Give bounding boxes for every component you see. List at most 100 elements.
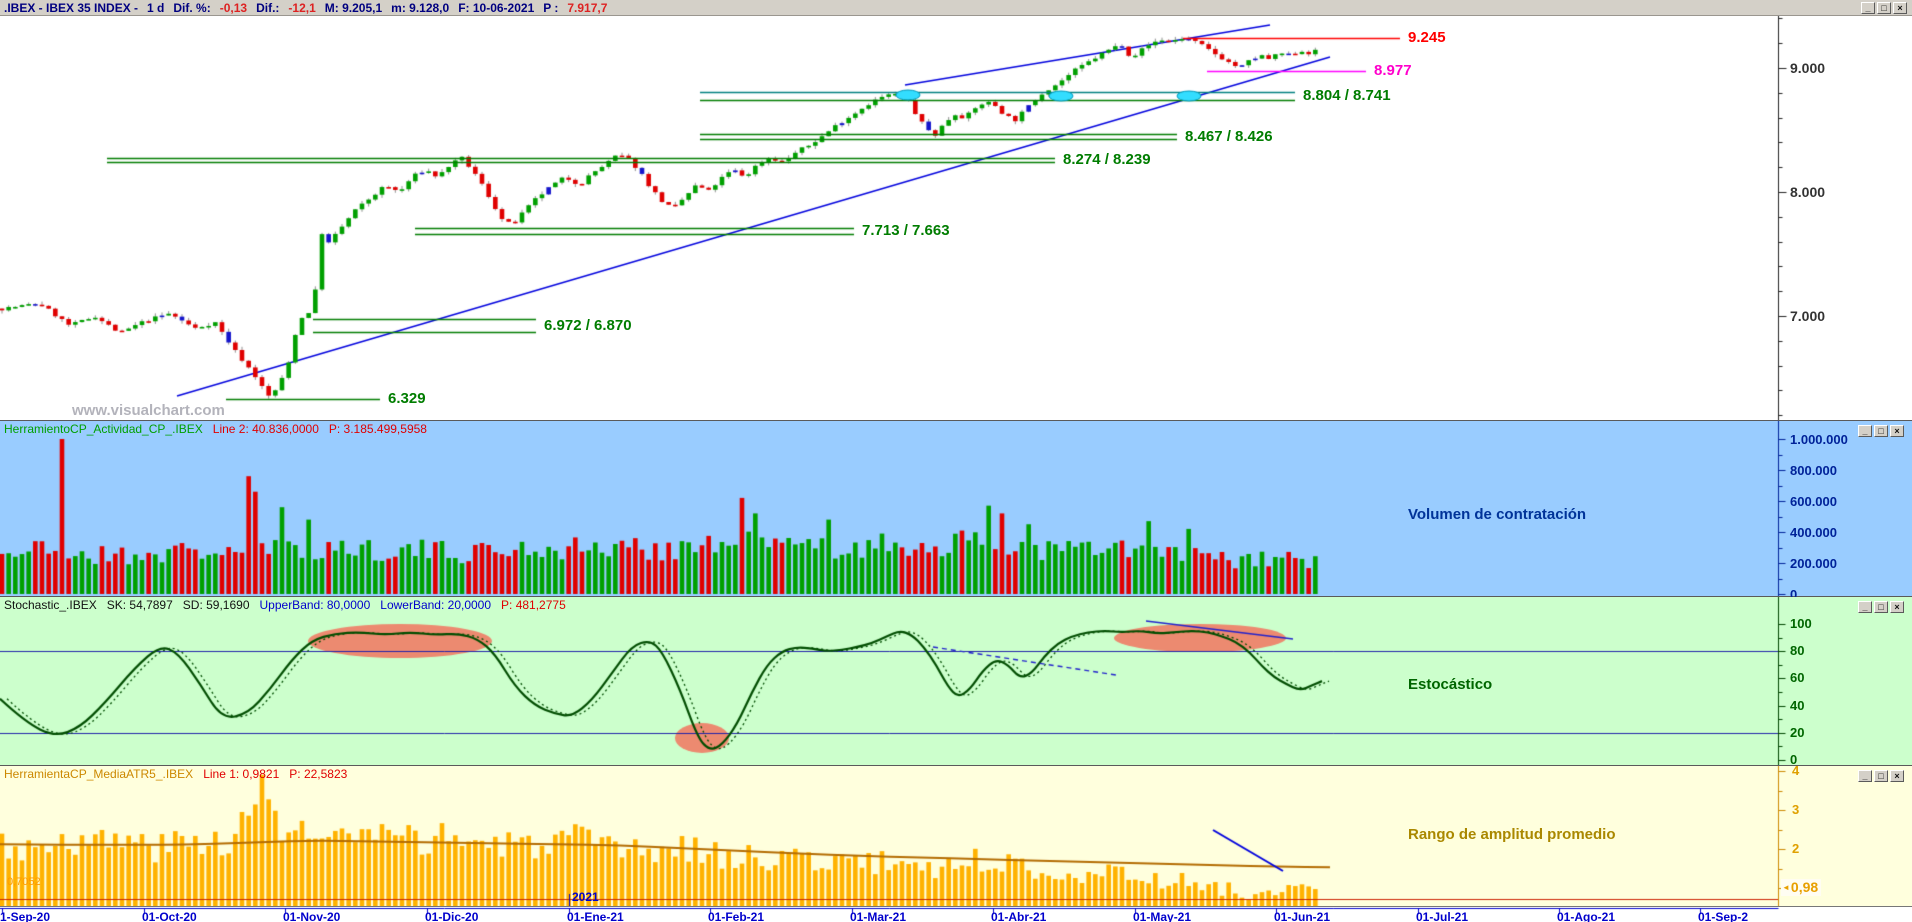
y-axis-label: 100 — [1790, 616, 1812, 631]
maximize-button[interactable]: □ — [1874, 770, 1888, 782]
header-field: F: 10-06-2021 — [458, 0, 535, 15]
header-field: Stochastic_.IBEX — [4, 598, 97, 612]
y-axis-label: 9.000 — [1790, 60, 1826, 76]
volume-panel-label: Volumen de contratación — [1408, 506, 1587, 523]
header-field: 7.917,7 — [567, 0, 608, 15]
y-axis-label: 0 — [1790, 752, 1798, 766]
y-axis-label: 60 — [1790, 670, 1805, 686]
minimize-button[interactable]: _ — [1861, 2, 1875, 14]
y-axis-label: 800.000 — [1790, 463, 1837, 478]
header-field: P: 22,5823 — [289, 767, 348, 781]
window-controls: _ □ × — [1861, 2, 1907, 14]
price-chart-canvas[interactable] — [0, 16, 1912, 420]
date-tick-label: 01-Jun-21 — [1274, 910, 1331, 922]
y-axis-label: 8.000 — [1790, 184, 1826, 200]
volume-header: HerramientoCP_Actividad_CP_.IBEX Line 2: … — [4, 422, 427, 436]
date-tick-label: 01-Dic-20 — [425, 910, 479, 922]
price-level-label: 6.972 / 6.870 — [544, 316, 632, 334]
header-field: UpperBand: 80,0000 — [259, 598, 371, 612]
atr-chart-canvas[interactable] — [0, 766, 1912, 907]
date-tick-label: 01-May-21 — [1133, 910, 1192, 922]
stochastic-window-controls: _ □ × — [1858, 601, 1904, 613]
maximize-button[interactable]: □ — [1874, 425, 1888, 437]
atr-level-label: 0,7052 — [7, 876, 41, 888]
watermark: www.visualchart.com — [72, 402, 225, 419]
price-level-label: 8.467 / 8.426 — [1185, 127, 1273, 145]
price-chart-panel: www.visualchart.com 9.245 8.977 8.804 / 8.… — [0, 16, 1912, 420]
price-level-label: 9.245 — [1408, 28, 1446, 46]
header-field: P: 481,2775 — [501, 598, 566, 612]
header-field: Line 1: 0,9821 — [203, 767, 280, 781]
atr-header: HerramientaCP_MediaATR5_.IBEX Line 1: 0,9… — [4, 767, 347, 781]
header-field: -12,1 — [288, 0, 316, 15]
minimize-button[interactable]: _ — [1858, 770, 1872, 782]
marker-arrow-icon: ◄ — [1782, 882, 1790, 892]
header-field: m: 9.128,0 — [391, 0, 450, 15]
date-tick-label: 01-Nov-20 — [283, 910, 341, 922]
date-tick-label: 01-Ene-21 — [567, 910, 624, 922]
y-axis-label: 400.000 — [1790, 525, 1837, 540]
header-field: 1 d — [147, 0, 165, 15]
y-axis-label: 2 — [1792, 841, 1800, 856]
y-axis-label: 7.000 — [1790, 308, 1826, 324]
y-axis-label: 0 — [1790, 587, 1798, 597]
minimize-button[interactable]: _ — [1858, 425, 1872, 437]
date-tick-label: 1-Sep-20 — [0, 910, 51, 922]
header-field: SK: 54,7897 — [106, 598, 173, 612]
close-button[interactable]: × — [1890, 601, 1904, 613]
price-level-label: 7.713 / 7.663 — [862, 221, 950, 239]
date-tick-label: 01-Mar-21 — [850, 910, 907, 922]
date-tick-label: 01-Oct-20 — [142, 910, 197, 922]
y-axis-label: 200.000 — [1790, 556, 1837, 571]
header-field: HerramientoCP_Actividad_CP_.IBEX — [4, 422, 203, 436]
header-field: .IBEX - IBEX 35 INDEX - — [4, 0, 139, 15]
date-axis-canvas — [0, 907, 1912, 922]
y-axis-label: 80 — [1790, 643, 1805, 659]
y-axis-label: 600.000 — [1790, 494, 1837, 509]
price-level-label: 8.274 / 8.239 — [1063, 151, 1151, 169]
volume-panel: HerramientoCP_Actividad_CP_.IBEX Line 2: … — [0, 420, 1912, 597]
header-field: Line 2: 40.836,0000 — [212, 422, 319, 436]
year-label: 2021 — [572, 890, 599, 904]
date-tick-label: 01-Abr-21 — [991, 910, 1047, 922]
atr-current-value-badge: ◄ 0,98 — [1781, 879, 1822, 896]
atr-panel: HerramientaCP_MediaATR5_.IBEX Line 1: 0,9… — [0, 765, 1912, 907]
volume-window-controls: _ □ × — [1858, 425, 1904, 437]
header-field: M: 9.205,1 — [324, 0, 383, 15]
price-level-label: 8.977 — [1374, 61, 1412, 79]
stochastic-chart-canvas[interactable] — [0, 597, 1912, 766]
stochastic-panel: Stochastic_.IBEX SK: 54,7897 SD: 59,1690 Up… — [0, 596, 1912, 766]
header-field: LowerBand: 20,0000 — [380, 598, 492, 612]
y-axis-label: 4 — [1792, 765, 1800, 778]
y-axis-label: 1.000.000 — [1790, 432, 1848, 447]
atr-window-controls: _ □ × — [1858, 770, 1904, 782]
header-field: Dif. %: — [173, 0, 211, 15]
stochastic-header: Stochastic_.IBEX SK: 54,7897 SD: 59,1690 Up… — [4, 598, 566, 612]
header-field: P : — [543, 0, 559, 15]
date-axis: 1-Sep-20 01-Oct-20 01-Nov-20 01-Dic-20 01-En… — [0, 906, 1912, 922]
close-button[interactable]: × — [1890, 425, 1904, 437]
y-axis-label: 40 — [1790, 697, 1805, 713]
date-tick-label: 01-Jul-21 — [1416, 910, 1469, 922]
atr-panel-label: Rango de amplitud promedio — [1408, 826, 1616, 843]
date-tick-label: 01-Ago-21 — [1557, 910, 1616, 922]
atr-current-value: 0,98 — [1790, 879, 1819, 895]
y-axis-label: 3 — [1792, 802, 1800, 817]
title-bar: .IBEX - IBEX 35 INDEX - 1 d Dif. %: -0,13 Di… — [0, 0, 1912, 16]
close-button[interactable]: × — [1890, 770, 1904, 782]
stochastic-panel-label: Estocástico — [1408, 676, 1493, 693]
header-field: HerramientaCP_MediaATR5_.IBEX — [4, 767, 194, 781]
volume-chart-canvas[interactable] — [0, 421, 1912, 597]
price-level-label: 6.329 — [388, 390, 426, 408]
header-field: Dif.: — [256, 0, 280, 15]
date-tick-label: 01-Feb-21 — [708, 910, 765, 922]
maximize-button[interactable]: □ — [1877, 2, 1891, 14]
maximize-button[interactable]: □ — [1874, 601, 1888, 613]
minimize-button[interactable]: _ — [1858, 601, 1872, 613]
date-tick-label: 01-Sep-2 — [1698, 910, 1749, 922]
close-button[interactable]: × — [1893, 2, 1907, 14]
price-level-label: 8.804 / 8.741 — [1303, 87, 1391, 105]
y-axis-label: 20 — [1790, 724, 1805, 740]
header-field: P: 3.185.499,5958 — [328, 422, 427, 436]
